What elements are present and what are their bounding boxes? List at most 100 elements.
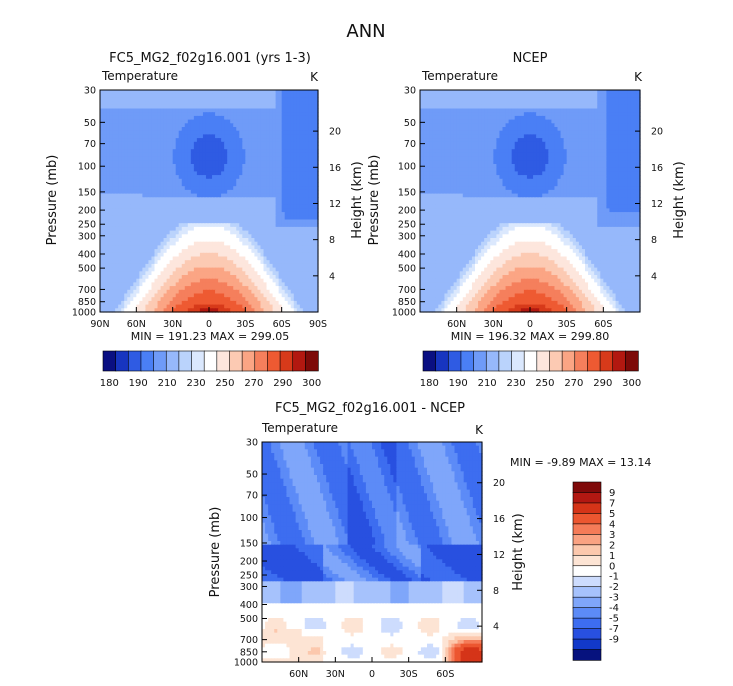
heatmap-cell — [112, 171, 116, 176]
heatmap-cell — [160, 178, 165, 184]
heatmap-cell — [260, 90, 265, 95]
heatmap-cell — [278, 145, 283, 150]
heatmap-cell — [193, 115, 198, 121]
heatmap-cell — [224, 175, 228, 180]
heatmap-cell — [248, 97, 252, 102]
heatmap-cell — [145, 171, 150, 176]
heatmap-cell — [196, 141, 201, 147]
pressure-tick-label: 700 — [78, 285, 96, 296]
heatmap-cell — [205, 141, 210, 147]
heatmap-cell — [215, 104, 219, 110]
heatmap-cell — [106, 141, 110, 147]
heatmap-cell — [133, 175, 137, 180]
heatmap-cell — [281, 104, 286, 110]
heatmap-cell — [287, 108, 292, 113]
heatmap-cell — [209, 123, 213, 128]
heatmap-cell — [230, 115, 234, 121]
heatmap-cell — [287, 149, 292, 154]
heatmap-cell — [269, 167, 274, 172]
heatmap-cell — [215, 141, 219, 147]
heatmap-cell — [293, 134, 298, 139]
heatmap-cell — [121, 178, 125, 184]
heatmap-cell — [193, 138, 198, 143]
heatmap-cell — [281, 127, 286, 132]
heatmap-cell — [212, 149, 216, 154]
heatmap-cell — [251, 167, 256, 172]
heatmap-cell — [103, 182, 107, 187]
heatmap-cell — [121, 152, 125, 158]
heatmap-cell — [178, 167, 183, 172]
heatmap-cell — [124, 178, 128, 184]
heatmap-cell — [212, 115, 216, 121]
heatmap-cell — [281, 152, 286, 158]
heatmap-cell — [121, 149, 125, 154]
heatmap-cell — [187, 134, 192, 139]
heatmap-cell — [175, 112, 180, 117]
heatmap-cell — [127, 164, 131, 169]
heatmap-cell — [293, 104, 298, 110]
heatmap-cell — [314, 182, 319, 187]
colorbar-swatch — [254, 350, 269, 372]
heatmap-cell — [178, 182, 183, 187]
heatmap-cell — [311, 141, 316, 147]
heatmap-cell — [202, 104, 207, 110]
heatmap-cell — [205, 138, 210, 143]
heatmap-cell — [221, 97, 225, 102]
heatmap-cell — [190, 90, 195, 95]
heatmap-cell — [278, 167, 283, 172]
heatmap-cell — [302, 115, 307, 121]
heatmap-cell — [103, 112, 107, 117]
heatmap-cell — [103, 101, 107, 106]
heatmap-cell — [142, 123, 147, 128]
heatmap-cell — [302, 164, 307, 169]
heatmap-cell — [139, 93, 143, 98]
heatmap-cell — [166, 123, 171, 128]
heatmap-cell — [100, 130, 104, 135]
heatmap-cell — [139, 112, 143, 117]
heatmap-cell — [190, 127, 195, 132]
heatmap-cell — [239, 123, 243, 128]
heatmap-cell — [169, 97, 174, 102]
pressure-tick-label: 250 — [78, 220, 96, 231]
heatmap-cell — [311, 145, 316, 150]
heatmap-cell — [299, 156, 304, 161]
heatmap-cell — [218, 178, 222, 184]
heatmap-cell — [199, 112, 204, 117]
heatmap-cell — [151, 152, 156, 158]
heatmap-cell — [260, 171, 265, 176]
model-height-axis-label: Height (km) — [350, 161, 365, 238]
heatmap-cell — [205, 175, 210, 180]
heatmap-cell — [145, 134, 150, 139]
heatmap-cell — [199, 108, 204, 113]
heatmap-cell — [233, 156, 237, 161]
heatmap-cell — [275, 127, 280, 132]
heatmap-cell — [169, 141, 174, 147]
heatmap-cell — [169, 134, 174, 139]
heatmap-cell — [245, 178, 249, 184]
heatmap-cell — [106, 119, 110, 124]
heatmap-cell — [100, 93, 104, 98]
heatmap-cell — [290, 156, 295, 161]
heatmap-cell — [184, 97, 189, 102]
heatmap-cell — [269, 160, 274, 165]
heatmap-cell — [215, 108, 219, 113]
heatmap-cell — [260, 119, 265, 124]
heatmap-cell — [151, 171, 156, 176]
heatmap-cell — [278, 141, 283, 147]
heatmap-cell — [278, 104, 283, 110]
heatmap-cell — [166, 93, 171, 98]
heatmap-cell — [287, 123, 292, 128]
heatmap-cell — [299, 138, 304, 143]
heatmap-cell — [175, 115, 180, 121]
heatmap-cell — [142, 115, 147, 121]
heatmap-cell — [145, 130, 150, 135]
heatmap-cell — [251, 104, 256, 110]
heatmap-cell — [196, 175, 201, 180]
heatmap-cell — [130, 127, 134, 132]
heatmap-cell — [124, 138, 128, 143]
heatmap-cell — [308, 115, 313, 121]
heatmap-cell — [124, 175, 128, 180]
heatmap-cell — [136, 97, 140, 102]
heatmap-cell — [269, 127, 274, 132]
heatmap-cell — [127, 93, 131, 98]
